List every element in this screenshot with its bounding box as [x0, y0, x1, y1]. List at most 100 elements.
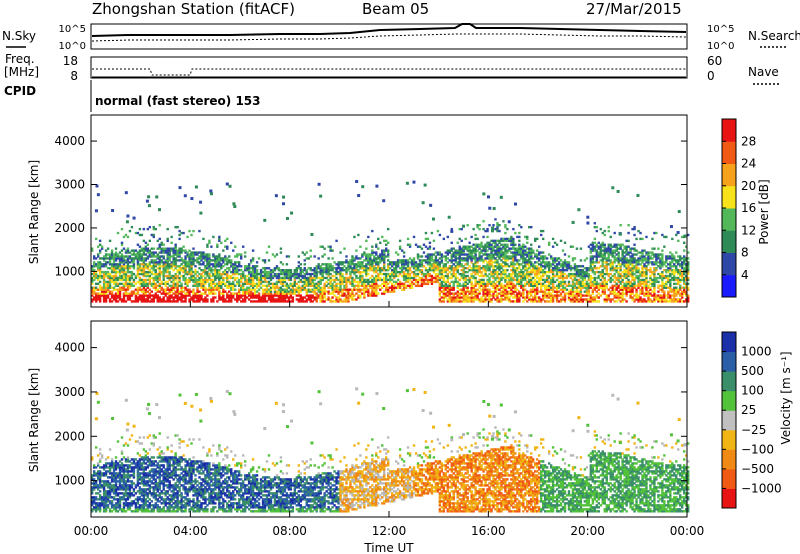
power-cell	[148, 282, 151, 286]
power-cell	[446, 290, 449, 293]
power-cell	[476, 270, 479, 274]
power-cell	[432, 268, 436, 272]
power-cell	[188, 276, 191, 280]
power-cell	[218, 280, 221, 284]
power-cell	[490, 243, 493, 246]
power-cell	[178, 272, 181, 276]
power-cell	[291, 288, 295, 291]
power-cell	[255, 284, 259, 287]
power-cell	[474, 249, 477, 252]
power-cell	[488, 276, 491, 280]
power-cell	[94, 237, 98, 241]
power-cell	[309, 268, 312, 272]
power-cell	[446, 249, 449, 252]
power-cell	[230, 298, 233, 301]
power-cell	[504, 278, 507, 282]
power-cell	[118, 265, 122, 268]
power-cell	[502, 251, 505, 254]
power-cell	[494, 257, 497, 260]
power-cell	[309, 294, 312, 297]
power-cell	[202, 278, 205, 282]
power-cell	[450, 296, 453, 299]
power-cell	[494, 286, 497, 289]
power-cell	[124, 261, 128, 264]
power-cell	[108, 284, 112, 287]
power-cell	[148, 280, 151, 284]
power-cell	[283, 280, 287, 284]
power-cell	[494, 241, 497, 244]
power-cell	[335, 300, 338, 303]
power-cell	[148, 288, 151, 291]
power-cell	[138, 233, 142, 237]
power-cell	[381, 267, 384, 270]
power-cell	[210, 270, 213, 274]
power-cell	[450, 227, 453, 231]
power-cell	[102, 296, 106, 299]
power-cell	[480, 274, 483, 278]
power-cell	[176, 286, 179, 289]
power-cell	[492, 274, 495, 278]
power-cell	[279, 268, 283, 272]
power-cell	[420, 261, 424, 264]
power-cell	[327, 272, 330, 276]
power-cell	[251, 296, 255, 299]
power-cell	[406, 261, 410, 264]
power-cell	[158, 268, 161, 272]
power-cell	[482, 235, 485, 239]
power-cell	[142, 280, 146, 284]
power-cell	[311, 288, 314, 291]
power-cell	[134, 276, 138, 280]
power-cell	[196, 292, 199, 295]
power-cell	[325, 270, 328, 274]
power-cell	[164, 268, 167, 272]
power-cell	[448, 249, 451, 252]
power-cell	[371, 286, 374, 289]
power-cell	[311, 268, 314, 272]
power-cell	[269, 276, 273, 280]
power-cell	[277, 292, 281, 295]
power-cell	[214, 270, 217, 274]
power-cell	[297, 290, 300, 293]
power-cell	[128, 276, 132, 280]
power-cell	[319, 245, 322, 248]
power-cell	[130, 276, 134, 280]
power-cell	[361, 270, 364, 274]
power-cell	[355, 292, 358, 295]
power-cell	[243, 288, 247, 291]
power-cell	[265, 267, 269, 270]
power-cell	[359, 263, 362, 266]
power-cell	[108, 267, 112, 270]
power-cell	[387, 290, 390, 293]
power-cell	[387, 272, 390, 276]
power-cell	[424, 272, 428, 276]
power-cell	[351, 255, 354, 258]
power-cell	[494, 245, 497, 248]
power-cell	[132, 259, 136, 262]
power-cell	[297, 261, 300, 264]
power-cell	[234, 270, 237, 274]
power-cell	[144, 257, 148, 260]
power-cell	[339, 298, 342, 301]
power-cell	[313, 292, 316, 295]
power-cell	[446, 286, 449, 289]
power-cell	[238, 296, 241, 299]
power-cell	[297, 298, 300, 301]
power-cell	[228, 274, 231, 278]
power-cell	[164, 251, 167, 254]
power-cell	[289, 276, 293, 280]
power-cell	[482, 220, 485, 223]
power-cell	[130, 265, 134, 268]
power-cell	[337, 296, 340, 299]
power-cell	[98, 274, 102, 278]
power-cell	[365, 263, 368, 266]
power-cell	[486, 294, 489, 297]
power-cell	[514, 290, 517, 293]
power-cell	[218, 263, 221, 266]
power-cell	[144, 270, 148, 274]
power-cell	[128, 257, 132, 260]
power-cell	[488, 265, 491, 268]
power-cell	[144, 267, 148, 270]
power-cell	[428, 247, 432, 250]
power-cell	[506, 227, 509, 231]
power-cell	[166, 274, 169, 278]
